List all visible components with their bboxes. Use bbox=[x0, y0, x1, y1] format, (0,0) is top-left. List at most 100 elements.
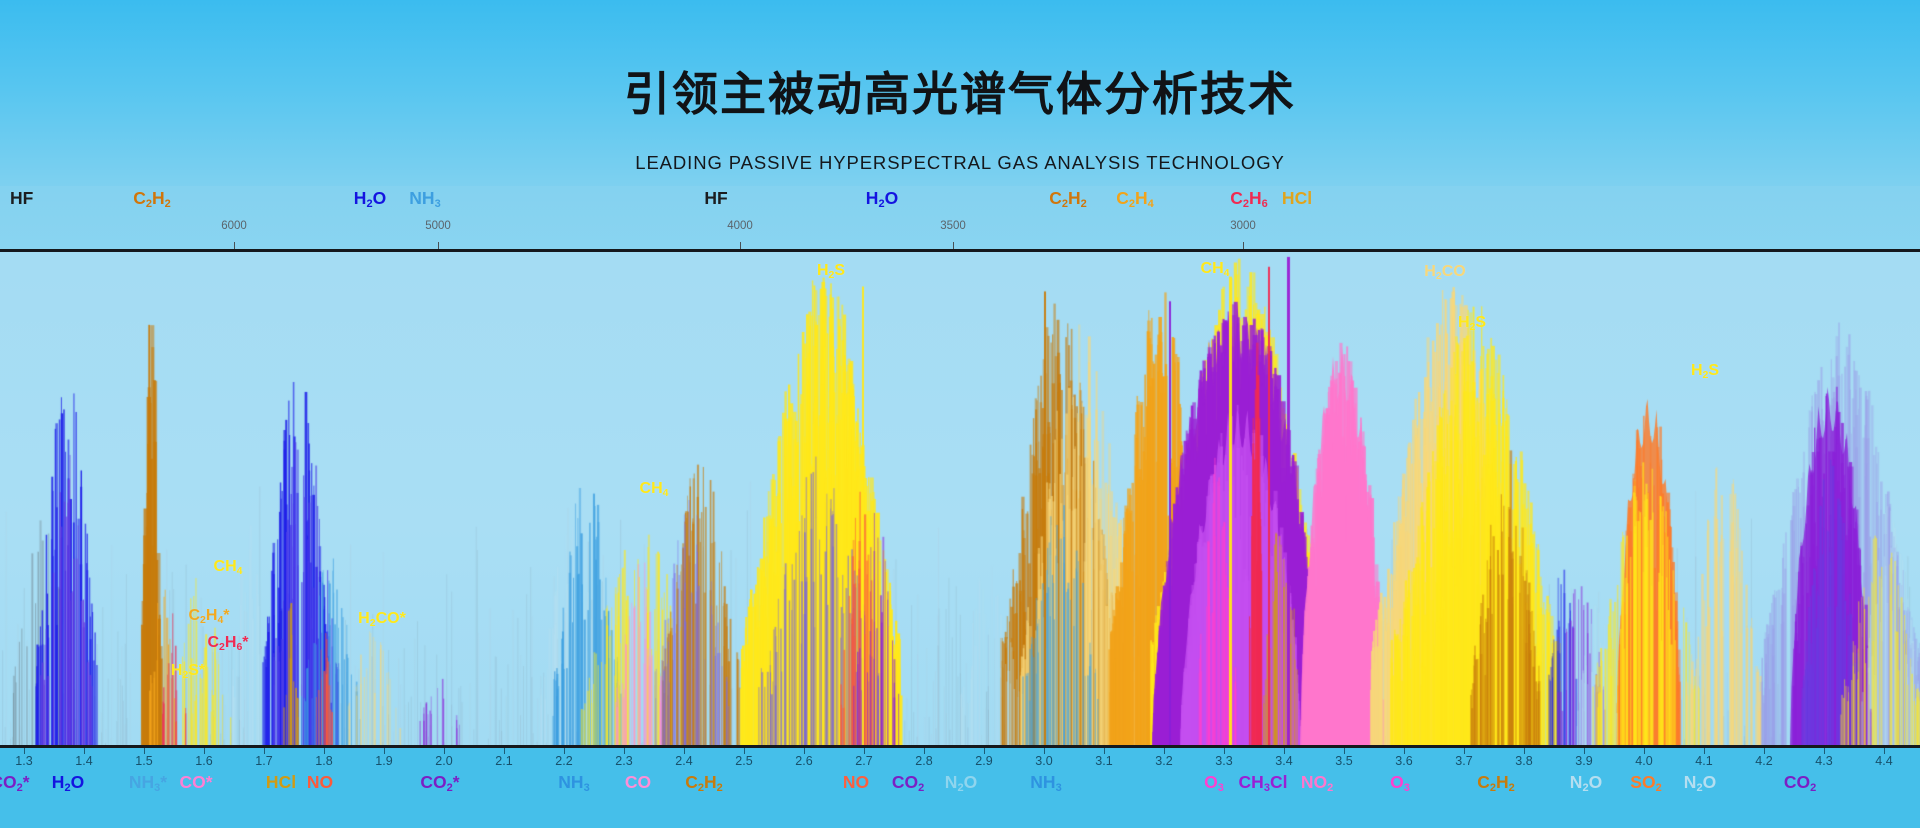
bottom-axis-tick bbox=[1104, 748, 1105, 754]
bottom-axis-tick-label: 1.7 bbox=[255, 754, 273, 768]
spectrum-plot-area: H2S CH4 H2CO H2S H2S CH4 C2H4* C2H6* H2S* H2CO* CH… bbox=[0, 252, 1920, 745]
bottom-gas-label-co: CO* bbox=[179, 772, 213, 792]
top-axis-tick-label: 4000 bbox=[727, 220, 753, 232]
bottom-gas-label-co2: CO2* bbox=[0, 772, 30, 794]
bottom-gas-label-h2o: H2O bbox=[51, 772, 85, 794]
bottom-axis-tick-label: 2.5 bbox=[735, 754, 753, 768]
bottom-axis-tick-label: 1.3 bbox=[15, 754, 33, 768]
plot-gas-label-c2h6: C2H6* bbox=[207, 634, 249, 653]
header-banner: 引领主被动高光谱气体分析技术 LEADING PASSIVE HYPERSPEC… bbox=[0, 0, 1920, 200]
top-gas-label-c2h6: C2H6 bbox=[1230, 188, 1268, 210]
bottom-axis-tick bbox=[384, 748, 385, 754]
top-axis-tick bbox=[438, 242, 439, 249]
bottom-axis-tick-label: 2.9 bbox=[975, 754, 993, 768]
bottom-axis-tick-label: 4.3 bbox=[1815, 754, 1833, 768]
bottom-axis-tick bbox=[1584, 748, 1585, 754]
top-gas-label-h2o: H2O bbox=[353, 188, 387, 210]
bottom-axis-tick bbox=[1824, 748, 1825, 754]
plot-gas-label-h2s: H2S bbox=[1457, 314, 1487, 333]
bottom-axis-tick bbox=[84, 748, 85, 754]
bottom-axis-tick bbox=[1884, 748, 1885, 754]
bottom-axis-tick bbox=[1644, 748, 1645, 754]
bottom-gas-label-c2h2: C2H2 bbox=[1477, 772, 1515, 794]
plot-gas-label-h2s: H2S bbox=[816, 262, 846, 281]
bottom-axis-tick-label: 1.5 bbox=[135, 754, 153, 768]
bottom-axis-tick bbox=[1524, 748, 1525, 754]
bottom-axis-tick bbox=[804, 748, 805, 754]
bottom-axis-band: 1.3 1.4 1.5 1.6 1.7 1.8 1.9 2.0 2.1 2.2 2.3 2.4 2.5 2… bbox=[0, 748, 1920, 828]
bottom-axis-tick-label: 2.6 bbox=[795, 754, 813, 768]
bottom-gas-label-nh3: NH3 bbox=[1030, 772, 1062, 794]
plot-gas-label-h2co: H2CO bbox=[1424, 263, 1466, 282]
top-axis-tick bbox=[1243, 242, 1244, 249]
bottom-axis-tick bbox=[1284, 748, 1285, 754]
bottom-axis-tick-label: 2.4 bbox=[675, 754, 693, 768]
plot-gas-label-c2h4: C2H4* bbox=[188, 607, 230, 626]
top-axis-line bbox=[0, 249, 1920, 252]
page-subtitle: LEADING PASSIVE HYPERSPECTRAL GAS ANALYS… bbox=[635, 152, 1285, 173]
bottom-axis-tick-label: 2.2 bbox=[555, 754, 573, 768]
bottom-gas-label-c2h2: C2H2 bbox=[685, 772, 723, 794]
plot-gas-label-h2co: H2CO* bbox=[358, 610, 406, 629]
bottom-gas-label-nh3: NH3* bbox=[128, 772, 168, 794]
bottom-gas-label-co: CO bbox=[624, 772, 652, 792]
bottom-axis-tick-label: 4.2 bbox=[1755, 754, 1773, 768]
bottom-axis-tick-label: 3.1 bbox=[1095, 754, 1113, 768]
bottom-axis-tick bbox=[624, 748, 625, 754]
top-axis-tick bbox=[953, 242, 954, 249]
bottom-axis-tick bbox=[144, 748, 145, 754]
bottom-axis-tick-label: 1.9 bbox=[375, 754, 393, 768]
bottom-axis-tick bbox=[1344, 748, 1345, 754]
bottom-axis-tick-label: 3.0 bbox=[1035, 754, 1053, 768]
bottom-axis-tick-label: 2.1 bbox=[495, 754, 513, 768]
bottom-gas-label-so2: SO2 bbox=[1630, 772, 1662, 794]
top-axis-band: 6000 5000 4000 3500 3000 HF C2H2 H2O NH3 HF H2O C2H… bbox=[0, 186, 1920, 256]
spectrum-canvas bbox=[0, 252, 1920, 745]
bottom-gas-label-o3: O3 bbox=[1390, 772, 1410, 794]
bottom-axis-tick bbox=[1224, 748, 1225, 754]
bottom-gas-label-n2o: N2O bbox=[1569, 772, 1603, 794]
bottom-axis-tick bbox=[264, 748, 265, 754]
bottom-gas-label-o3: O3 bbox=[1204, 772, 1224, 794]
top-axis-tick-label: 3000 bbox=[1230, 220, 1256, 232]
plot-gas-label-ch4: CH4 bbox=[1200, 260, 1230, 279]
bottom-axis-tick bbox=[984, 748, 985, 754]
bottom-axis-tick-label: 2.8 bbox=[915, 754, 933, 768]
bottom-axis-tick bbox=[324, 748, 325, 754]
top-axis-tick-label: 5000 bbox=[425, 220, 451, 232]
bottom-axis-tick bbox=[1764, 748, 1765, 754]
bottom-axis-tick-label: 3.7 bbox=[1455, 754, 1473, 768]
bottom-axis-tick-label: 1.4 bbox=[75, 754, 93, 768]
bottom-axis-tick-label: 2.3 bbox=[615, 754, 633, 768]
bottom-axis-tick-label: 3.9 bbox=[1575, 754, 1593, 768]
bottom-gas-label-no: NO bbox=[842, 772, 870, 792]
bottom-axis-tick bbox=[924, 748, 925, 754]
top-axis-tick-label: 6000 bbox=[221, 220, 247, 232]
bottom-axis-tick bbox=[24, 748, 25, 754]
top-gas-label-c2h2: C2H2 bbox=[1049, 188, 1087, 210]
plot-gas-label-ch4: CH4 bbox=[213, 558, 243, 577]
bottom-gas-label-no: NO bbox=[306, 772, 334, 792]
bottom-axis-tick-label: 3.5 bbox=[1335, 754, 1353, 768]
bottom-axis-tick bbox=[1404, 748, 1405, 754]
top-axis-tick bbox=[740, 242, 741, 249]
bottom-axis-tick bbox=[1704, 748, 1705, 754]
bottom-axis-tick-label: 2.7 bbox=[855, 754, 873, 768]
bottom-gas-label-hcl: HCl bbox=[265, 772, 297, 792]
bottom-axis-tick bbox=[1164, 748, 1165, 754]
bottom-axis-tick-label: 2.0 bbox=[435, 754, 453, 768]
bottom-axis-tick-label: 1.6 bbox=[195, 754, 213, 768]
top-axis-tick-label: 3500 bbox=[940, 220, 966, 232]
bottom-axis-tick bbox=[684, 748, 685, 754]
bottom-axis-line bbox=[0, 745, 1920, 748]
bottom-axis-tick bbox=[504, 748, 505, 754]
bottom-axis-tick bbox=[1464, 748, 1465, 754]
bottom-gas-label-co2: CO2 bbox=[1783, 772, 1817, 794]
bottom-gas-label-n2o: N2O bbox=[944, 772, 978, 794]
bottom-axis-tick bbox=[1044, 748, 1045, 754]
bottom-gas-label-n2o: N2O bbox=[1683, 772, 1717, 794]
bottom-axis-tick bbox=[564, 748, 565, 754]
bottom-axis-tick-label: 3.2 bbox=[1155, 754, 1173, 768]
page-title: 引领主被动高光谱气体分析技术 bbox=[624, 67, 1296, 121]
